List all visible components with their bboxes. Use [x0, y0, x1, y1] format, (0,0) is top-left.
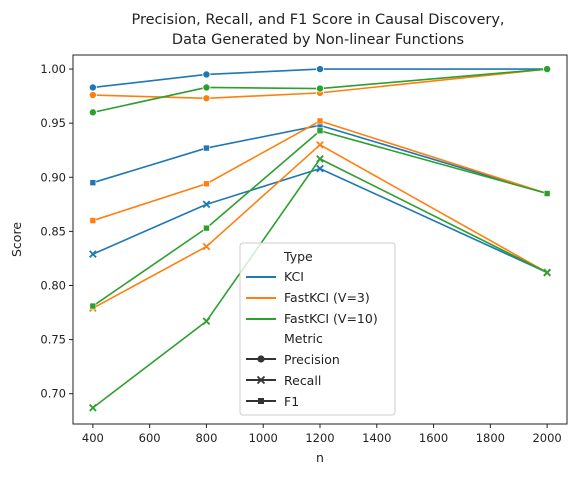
series-line-fastkci-v-3-f1 [92, 120, 548, 222]
chart-title: Precision, Recall, and F1 Score in Causa… [131, 12, 504, 28]
data-point-fastkci-v-3-recall [202, 242, 211, 251]
legend-precision-marker [257, 355, 265, 363]
legend-kci-label: KCI [284, 269, 304, 284]
data-point-kci-recall [89, 250, 97, 258]
data-point-fastkci-v-10-recall [543, 268, 551, 277]
data-point-fastkci-v-3-f1 [89, 217, 97, 224]
x-tick-label: 1800 [476, 431, 505, 445]
data-point-fastkci-v-10-precision [202, 83, 211, 92]
series-line-fastkci-v-3-precision [92, 68, 548, 100]
x-tick-label: 800 [195, 431, 217, 445]
data-point-fastkci-v-10-recall [89, 403, 97, 412]
legend: Type KCI FastKCI (V=3) FastKCI (V=10) Me… [239, 242, 396, 416]
data-point-fastkci-v-10-recall [316, 155, 324, 163]
data-point-fastkci-v-3-f1 [203, 180, 210, 188]
data-point-fastkci-v-10-f1 [543, 190, 551, 197]
data-point-kci-precision [202, 70, 211, 79]
y-tick-label: 1.00 [40, 62, 66, 76]
y-tick-label: 0.80 [40, 278, 66, 292]
y-axis-label: Score [9, 222, 24, 257]
series-line-kci-recall [92, 167, 548, 274]
data-point-fastkci-v-10-f1 [89, 302, 97, 310]
x-tick-label: 600 [139, 431, 161, 445]
series-line-kci-f1 [92, 124, 548, 195]
data-point-fastkci-v-3-precision [88, 91, 97, 100]
legend-precision-label: Precision [284, 352, 340, 367]
axes-layer: 400 600 800 1000 1200 1400 1600 1800 2000 0.70 0.7… [9, 54, 568, 465]
legend-f1-marker [258, 398, 264, 404]
legend-f1-label: F1 [284, 394, 299, 409]
y-tick-label: 0.70 [40, 387, 66, 401]
series-line-kci-precision [92, 68, 548, 89]
legend-fastkci-v3-label: FastKCI (V=3) [284, 290, 370, 305]
x-tick-label: 1400 [362, 431, 391, 445]
series-line-fastkci-v-10-recall [92, 158, 548, 409]
legend-frame [239, 242, 396, 416]
data-point-fastkci-v-10-f1 [203, 224, 210, 232]
y-tick-label: 0.95 [40, 116, 66, 130]
data-point-kci-recall [316, 164, 324, 173]
legend-recall-marker [256, 375, 266, 385]
data-point-kci-precision [88, 83, 97, 92]
legend-recall-label: Recall [284, 373, 321, 388]
legend-fastkci-v10-label: FastKCI (V=10) [284, 311, 378, 326]
series-line-fastkci-v-10-precision [92, 68, 548, 114]
x-axis-label: n [316, 450, 324, 465]
data-point-kci-precision [315, 65, 324, 74]
y-tick-label: 0.90 [40, 170, 66, 184]
x-tick-label: 400 [82, 431, 104, 445]
legend-metric-title: Metric [284, 331, 323, 346]
x-tick-label: 1000 [249, 431, 278, 445]
data-point-fastkci-v-10-precision [315, 84, 324, 93]
data-point-fastkci-v-3-f1 [316, 117, 324, 125]
y-tick-label: 0.85 [40, 224, 66, 238]
data-point-fastkci-v-10-f1 [316, 127, 324, 135]
legend-type-title: Type [283, 249, 313, 264]
chart-subtitle: Data Generated by Non-linear Functions [172, 32, 464, 48]
x-tick-label: 1600 [419, 431, 448, 445]
series-line-fastkci-v-10-f1 [92, 129, 548, 307]
data-point-fastkci-v-10-recall [202, 317, 211, 326]
data-point-fastkci-v-3-recall [316, 140, 324, 149]
data-point-fastkci-v-3-precision [202, 94, 211, 103]
data-point-fastkci-v-10-precision [88, 108, 97, 117]
data-point-kci-f1 [203, 144, 210, 152]
data-point-kci-f1 [89, 179, 97, 186]
data-point-kci-recall [202, 200, 211, 209]
data-point-fastkci-v-10-precision [543, 65, 552, 74]
series-line-fastkci-v-3-recall [92, 144, 548, 309]
x-tick-label: 2000 [532, 431, 561, 445]
y-tick-label: 0.75 [40, 333, 66, 347]
x-tick-label: 1200 [305, 431, 334, 445]
series-layer [88, 65, 552, 412]
